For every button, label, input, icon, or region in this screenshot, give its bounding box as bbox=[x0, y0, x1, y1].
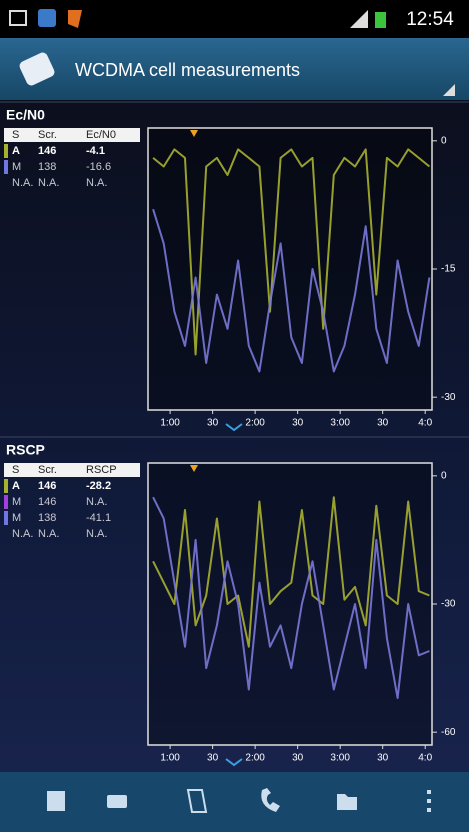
panel-title: RSCP bbox=[6, 442, 45, 458]
bottom-bar bbox=[0, 772, 469, 832]
x-tick-label: 3:00 bbox=[330, 418, 350, 429]
table-cell: 146 bbox=[38, 480, 56, 492]
x-tick-label: 4:0 bbox=[418, 418, 432, 429]
clock: 12:54 bbox=[406, 9, 454, 30]
table-cell: N.A. bbox=[86, 496, 107, 508]
battery-icon bbox=[375, 12, 386, 28]
table-cell: -28.2 bbox=[86, 480, 111, 492]
table-cell: N.A. bbox=[86, 528, 107, 540]
x-tick-label: 30 bbox=[377, 418, 389, 429]
y-tick-label: -15 bbox=[441, 264, 456, 275]
app-title: WCDMA cell measurements bbox=[75, 60, 300, 80]
page: 12:54 WCDMA cell measurements Ec/N0 S Scr.… bbox=[0, 0, 469, 832]
table-cell: 138 bbox=[38, 512, 56, 524]
plot-area bbox=[148, 463, 432, 745]
notification-icon bbox=[38, 9, 56, 27]
table-cell: 138 bbox=[38, 161, 56, 173]
y-tick-label: -30 bbox=[441, 392, 456, 403]
table-cell: -41.1 bbox=[86, 512, 111, 524]
table-header: S bbox=[12, 464, 19, 476]
x-tick-label: 30 bbox=[292, 753, 304, 764]
x-tick-label: 30 bbox=[377, 753, 389, 764]
camera-button[interactable] bbox=[107, 795, 127, 808]
x-tick-label: 3:00 bbox=[330, 753, 350, 764]
row-color bbox=[4, 160, 8, 174]
x-tick-label: 4:0 bbox=[418, 753, 432, 764]
table-header: S bbox=[12, 129, 19, 141]
table-cell: 146 bbox=[38, 145, 56, 157]
table-cell: A bbox=[12, 480, 20, 492]
row-color bbox=[4, 495, 8, 509]
y-tick-label: -30 bbox=[441, 599, 456, 610]
x-tick-label: 30 bbox=[207, 753, 219, 764]
x-tick-label: 1:00 bbox=[160, 753, 180, 764]
x-tick-label: 30 bbox=[292, 418, 304, 429]
table-header-bg bbox=[4, 463, 140, 477]
x-tick-label: 1:00 bbox=[160, 418, 180, 429]
screen: 12:54 WCDMA cell measurements Ec/N0 S Scr.… bbox=[0, 0, 469, 832]
row-color bbox=[4, 511, 8, 525]
table-header-bg bbox=[4, 128, 140, 142]
panel-title: Ec/N0 bbox=[6, 107, 45, 123]
y-tick-label: 0 bbox=[441, 135, 447, 146]
y-tick-label: 0 bbox=[441, 470, 447, 481]
save-button[interactable] bbox=[47, 791, 65, 811]
table-header: Scr. bbox=[38, 129, 57, 141]
row-color bbox=[4, 479, 8, 493]
table-cell: M bbox=[12, 161, 21, 173]
table-header: RSCP bbox=[86, 464, 117, 476]
row-color bbox=[4, 144, 8, 158]
table-cell: A bbox=[12, 145, 20, 157]
table-header: Scr. bbox=[38, 464, 57, 476]
table-cell: N.A. bbox=[38, 177, 59, 189]
y-tick-label: -60 bbox=[441, 727, 456, 738]
overflow-button[interactable] bbox=[427, 790, 431, 812]
table-cell: 146 bbox=[38, 496, 56, 508]
x-tick-label: 2:00 bbox=[245, 753, 265, 764]
table-cell: M bbox=[12, 496, 21, 508]
table-cell: N.A. bbox=[12, 528, 33, 540]
table-header: Ec/N0 bbox=[86, 129, 116, 141]
table-cell: M bbox=[12, 512, 21, 524]
table-cell: -4.1 bbox=[86, 145, 105, 157]
x-tick-label: 2:00 bbox=[245, 418, 265, 429]
table-cell: N.A. bbox=[38, 528, 59, 540]
x-tick-label: 30 bbox=[207, 418, 219, 429]
table-cell: -16.6 bbox=[86, 161, 111, 173]
table-cell: N.A. bbox=[86, 177, 107, 189]
table-cell: N.A. bbox=[12, 177, 33, 189]
